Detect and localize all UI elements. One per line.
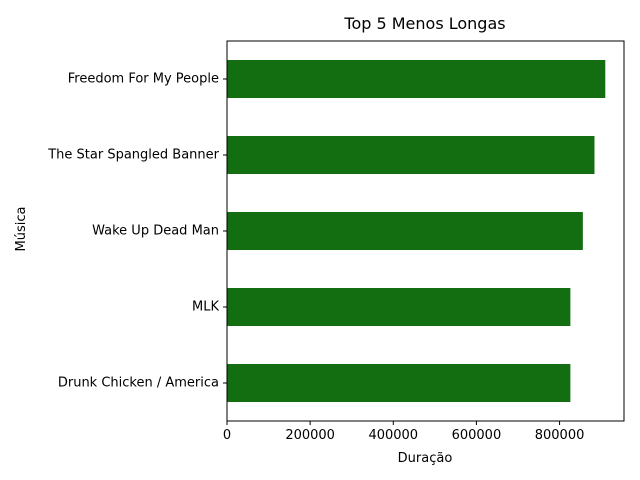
x-tick-label: 400000 — [368, 428, 418, 443]
x-axis-label: Duração — [398, 451, 453, 466]
x-tick-label: 800000 — [535, 428, 585, 443]
x-axis-ticks: 0 200000 400000 600000 800000 — [223, 421, 585, 443]
x-tick-label: 0 — [223, 428, 231, 443]
bar-the-star-spangled-banner — [227, 136, 595, 174]
y-axis-ticks: Drunk Chicken / America MLK Wake Up Dead M… — [47, 72, 227, 391]
x-tick-label: 200000 — [285, 428, 335, 443]
bar-drunk-chicken-america — [227, 364, 571, 402]
x-tick-label: 600000 — [452, 428, 502, 443]
y-tick-label: Freedom For My People — [68, 72, 219, 87]
y-axis-label: Música — [14, 207, 29, 252]
y-tick-label: Wake Up Dead Man — [92, 224, 219, 239]
y-tick-label: The Star Spangled Banner — [47, 148, 219, 163]
chart-title: Top 5 Menos Longas — [343, 14, 505, 33]
y-tick-label: MLK — [192, 300, 219, 315]
y-tick-label: Drunk Chicken / America — [58, 376, 219, 391]
bar-wake-up-dead-man — [227, 212, 583, 250]
plot-area-frame — [226, 40, 625, 422]
bar-mlk — [227, 288, 571, 326]
bar-freedom-for-my-people — [227, 60, 606, 98]
bars-group — [227, 60, 606, 402]
